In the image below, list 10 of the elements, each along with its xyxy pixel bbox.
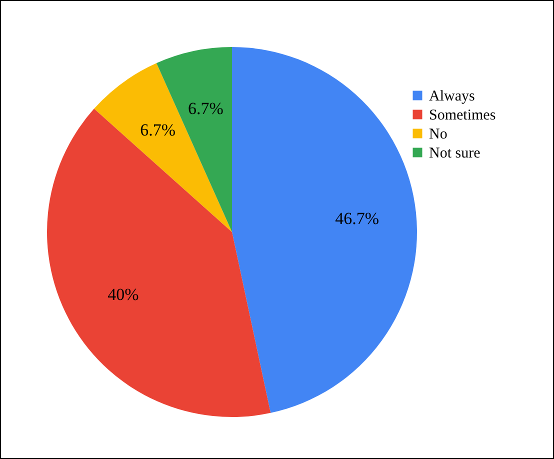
legend-label: Always (429, 88, 475, 104)
data-label: 6.7% (188, 98, 224, 118)
pie-slice (232, 47, 417, 413)
legend-label: No (429, 126, 448, 142)
data-label: 46.7% (335, 208, 380, 228)
pie-slice (94, 63, 232, 232)
data-label: 6.7% (140, 120, 176, 140)
data-label: 40% (108, 285, 139, 304)
legend-label: Sometimes (429, 108, 496, 124)
legend-label: Not sure (429, 146, 481, 162)
